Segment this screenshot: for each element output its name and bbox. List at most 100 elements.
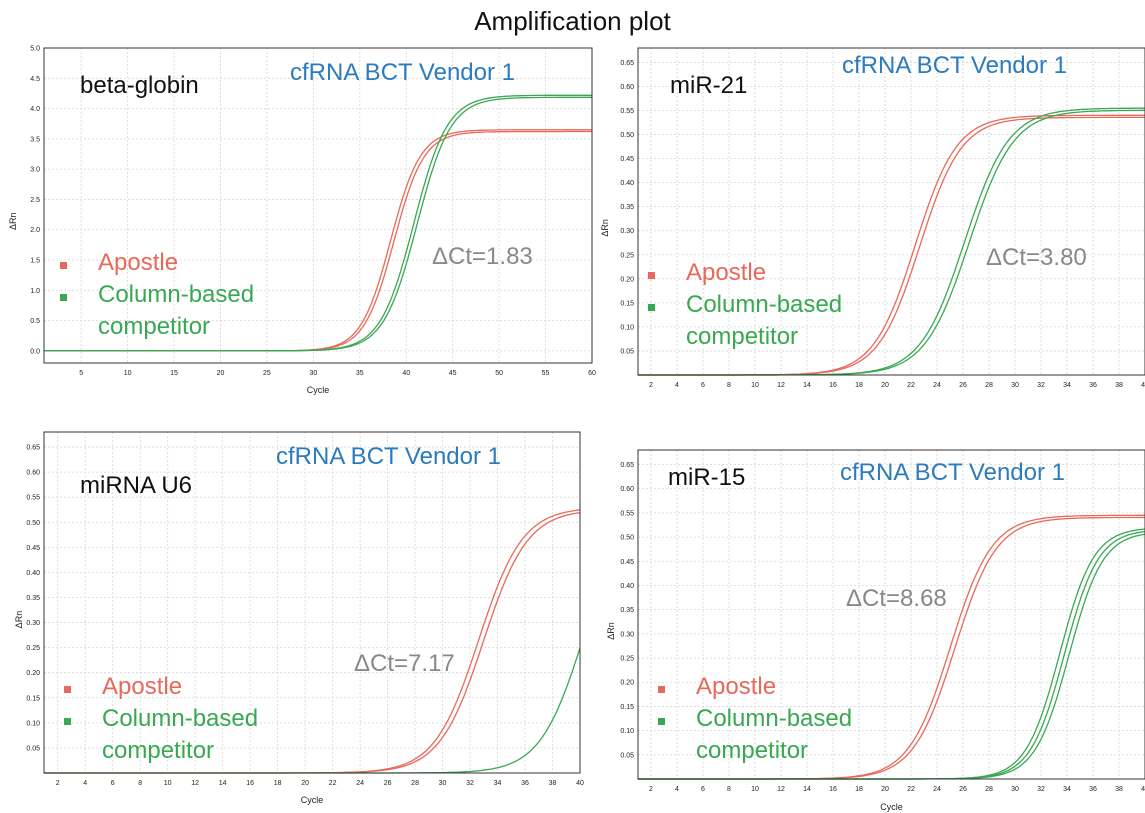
x-tick-label: 36: [521, 780, 529, 787]
plot-area: [638, 450, 1145, 779]
chart-panel-beta-globin: 5 10 15 20 25 30 35 40 45 50 55 60 0.0 0.5 1.0 1.5 2.0 2.…: [8, 46, 596, 396]
x-tick-label: 28: [411, 780, 419, 787]
y-tick-label: 0.40: [620, 180, 634, 187]
gene-label: miR-15: [668, 464, 745, 491]
y-tick-label: 0.5: [30, 318, 40, 325]
y-tick-label: 0.65: [620, 462, 634, 469]
vendor-label: cfRNA BCT Vendor 1: [290, 59, 515, 86]
x-tick-label: 14: [803, 786, 811, 793]
x-tick-label: 36: [1089, 786, 1097, 793]
x-tick-label: 40: [1141, 786, 1145, 793]
x-tick-label: 10: [751, 786, 759, 793]
x-tick-label: 2: [56, 780, 60, 787]
legend-label-column-based: Column-based: [102, 705, 258, 732]
legend-label-competitor: competitor: [102, 737, 214, 764]
legend-swatch-apostle: [60, 262, 67, 269]
x-tick-label: 5: [79, 370, 83, 377]
x-tick-label: 34: [1063, 786, 1071, 793]
plot-area: [44, 432, 580, 773]
y-tick-label: 0.0: [30, 348, 40, 355]
legend-swatch-apostle: [64, 686, 71, 693]
y-tick-label: 0.50: [620, 535, 634, 542]
x-tick-label: 30: [309, 370, 317, 377]
y-axis-label: ΔRn: [600, 219, 610, 237]
x-tick-label: 38: [549, 780, 557, 787]
y-tick-label: 5.0: [30, 46, 40, 53]
y-tick-label: 0.60: [26, 470, 40, 477]
x-tick-label: 24: [933, 382, 941, 389]
x-tick-label: 4: [675, 382, 679, 389]
x-tick-label: 45: [449, 370, 457, 377]
plot-area: [638, 48, 1145, 375]
x-tick-label: 12: [777, 382, 785, 389]
x-tick-label: 30: [1011, 382, 1019, 389]
y-tick-label: 0.25: [620, 656, 634, 663]
x-tick-label: 40: [402, 370, 410, 377]
x-tick-label: 55: [542, 370, 550, 377]
x-tick-label: 2: [649, 382, 653, 389]
y-tick-label: 0.10: [620, 728, 634, 735]
gene-label: beta-globin: [80, 72, 199, 99]
x-tick-label: 40: [1141, 382, 1145, 389]
chart-panel-mir-21: 2468101214161820222426283032343638400.05…: [600, 47, 1145, 389]
x-tick-label: 12: [777, 786, 785, 793]
x-tick-label: 6: [701, 786, 705, 793]
x-tick-label: 8: [138, 780, 142, 787]
y-tick-label: 0.30: [26, 620, 40, 627]
y-tick-label: 0.45: [26, 545, 40, 552]
y-tick-label: 0.40: [620, 583, 634, 590]
x-tick-label: 18: [855, 382, 863, 389]
x-tick-label: 8: [727, 786, 731, 793]
x-tick-label: 25: [263, 370, 271, 377]
y-tick-label: 1.5: [30, 258, 40, 265]
legend-label-competitor: competitor: [696, 737, 808, 764]
plot-border: [43, 431, 581, 774]
x-tick-label: 38: [1115, 382, 1123, 389]
x-tick-label: 30: [1011, 786, 1019, 793]
x-tick-label: 16: [829, 786, 837, 793]
y-tick-label: 0.55: [620, 510, 634, 517]
x-tick-label: 10: [164, 780, 172, 787]
x-tick-label: 14: [219, 780, 227, 787]
y-tick-label: 0.65: [620, 60, 634, 67]
x-tick-label: 4: [83, 780, 87, 787]
x-tick-label: 20: [217, 370, 225, 377]
plot-border: [637, 449, 1145, 780]
figure-title: Amplification plot: [474, 6, 671, 36]
y-tick-label: 0.55: [26, 495, 40, 502]
y-tick-label: 0.20: [620, 276, 634, 283]
column-based-curve: [44, 96, 592, 352]
x-tick-label: 40: [576, 780, 584, 787]
x-tick-label: 38: [1115, 786, 1123, 793]
x-tick-label: 20: [881, 382, 889, 389]
y-tick-label: 0.35: [26, 595, 40, 602]
legend-label-apostle: Apostle: [686, 259, 766, 286]
y-tick-label: 4.0: [30, 106, 40, 113]
x-tick-label: 28: [985, 382, 993, 389]
x-tick-label: 15: [170, 370, 178, 377]
y-tick-label: 0.65: [26, 445, 40, 452]
legend-label-column-based: Column-based: [686, 291, 842, 318]
plot-border: [43, 47, 593, 364]
y-tick-label: 0.10: [620, 324, 634, 331]
legend-label-apostle: Apostle: [696, 673, 776, 700]
y-tick-label: 0.30: [620, 631, 634, 638]
x-tick-label: 16: [829, 382, 837, 389]
legend-swatch-column-based: [64, 718, 71, 725]
y-tick-label: 0.40: [26, 570, 40, 577]
y-tick-label: 0.35: [620, 607, 634, 614]
y-tick-label: 0.20: [620, 680, 634, 687]
y-tick-label: 1.0: [30, 288, 40, 295]
x-tick-label: 20: [301, 780, 309, 787]
y-tick-label: 0.15: [620, 704, 634, 711]
y-tick-label: 0.45: [620, 156, 634, 163]
x-tick-label: 10: [751, 382, 759, 389]
legend-swatch-column-based: [648, 304, 655, 311]
y-tick-label: 0.20: [26, 670, 40, 677]
y-tick-label: 0.15: [620, 300, 634, 307]
y-tick-label: 0.45: [620, 559, 634, 566]
x-tick-label: 26: [384, 780, 392, 787]
y-axis-label: ΔRn: [8, 212, 18, 230]
legend-swatch-column-based: [60, 294, 67, 301]
gene-label: miRNA U6: [80, 472, 192, 499]
